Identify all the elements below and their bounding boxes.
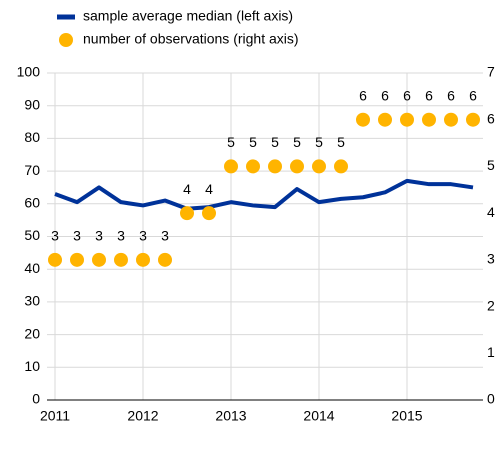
y-tick-label: 50 — [24, 227, 40, 243]
dot — [334, 159, 348, 174]
y2-tick-label: 0 — [487, 391, 495, 407]
x-tick-label: 2014 — [303, 408, 334, 424]
dot — [444, 112, 458, 127]
y2-tick-label: 7 — [487, 64, 495, 80]
data-label: 5 — [271, 134, 279, 150]
data-label: 6 — [469, 87, 477, 103]
y2-tick-label: 2 — [487, 297, 495, 313]
dot — [356, 112, 370, 127]
y2-tick-label: 5 — [487, 157, 495, 173]
line — [54, 178, 474, 211]
data-label: 5 — [249, 134, 257, 150]
dot — [290, 159, 304, 174]
y-tick-label: 10 — [24, 358, 40, 374]
data-label: 5 — [315, 134, 323, 150]
dot — [48, 252, 62, 267]
y2-tick-label: 3 — [487, 251, 495, 267]
dot — [202, 206, 216, 221]
dot — [378, 112, 392, 127]
data-label: 3 — [51, 228, 59, 244]
y-tick-label: 60 — [24, 195, 40, 211]
data-label: 3 — [117, 228, 125, 244]
data-label: 6 — [403, 87, 411, 103]
dot — [246, 159, 260, 174]
y-tick-label: 90 — [24, 96, 40, 112]
dot — [92, 252, 106, 267]
dot — [224, 159, 238, 174]
x-tick-label: 2013 — [215, 408, 246, 424]
y-tick-label: 20 — [24, 325, 40, 341]
dot — [268, 159, 282, 174]
data-label: 6 — [359, 87, 367, 103]
dot — [180, 206, 194, 221]
data-label: 3 — [73, 228, 81, 244]
data-label: 4 — [183, 181, 191, 197]
data-label: 6 — [381, 87, 389, 103]
dot — [136, 252, 150, 267]
y2-tick-label: 1 — [487, 344, 495, 360]
x-tick-label: 2011 — [40, 408, 70, 424]
dot — [400, 112, 414, 127]
dot — [422, 112, 436, 127]
dot — [158, 252, 172, 267]
data-label: 3 — [139, 228, 147, 244]
data-label: 5 — [227, 134, 235, 150]
dot — [114, 252, 128, 267]
data-label: 3 — [161, 228, 169, 244]
legend-label: number of observations (right axis) — [83, 31, 299, 47]
y2-tick-label: 4 — [487, 204, 495, 220]
data-label: 5 — [293, 134, 301, 150]
data-label: 3 — [95, 228, 103, 244]
data-label: 4 — [205, 181, 213, 197]
y-tick-label: 0 — [32, 391, 40, 407]
data-label: 5 — [337, 134, 345, 150]
y2-tick-label: 6 — [487, 110, 495, 126]
data-label: 6 — [447, 87, 455, 103]
data-label: 6 — [425, 87, 433, 103]
x-tick-label: 2015 — [391, 408, 422, 424]
y-tick-label: 70 — [24, 162, 40, 178]
x-tick-label: 2012 — [127, 408, 158, 424]
y-tick-label: 30 — [24, 293, 40, 309]
legend-swatch — [59, 33, 73, 47]
legend-label: sample average median (left axis) — [83, 8, 293, 24]
y-tick-label: 100 — [17, 64, 41, 80]
dot — [70, 252, 84, 267]
y-tick-label: 40 — [24, 260, 40, 276]
y-tick-label: 80 — [24, 129, 40, 145]
dot — [466, 112, 480, 127]
dot — [312, 159, 326, 174]
